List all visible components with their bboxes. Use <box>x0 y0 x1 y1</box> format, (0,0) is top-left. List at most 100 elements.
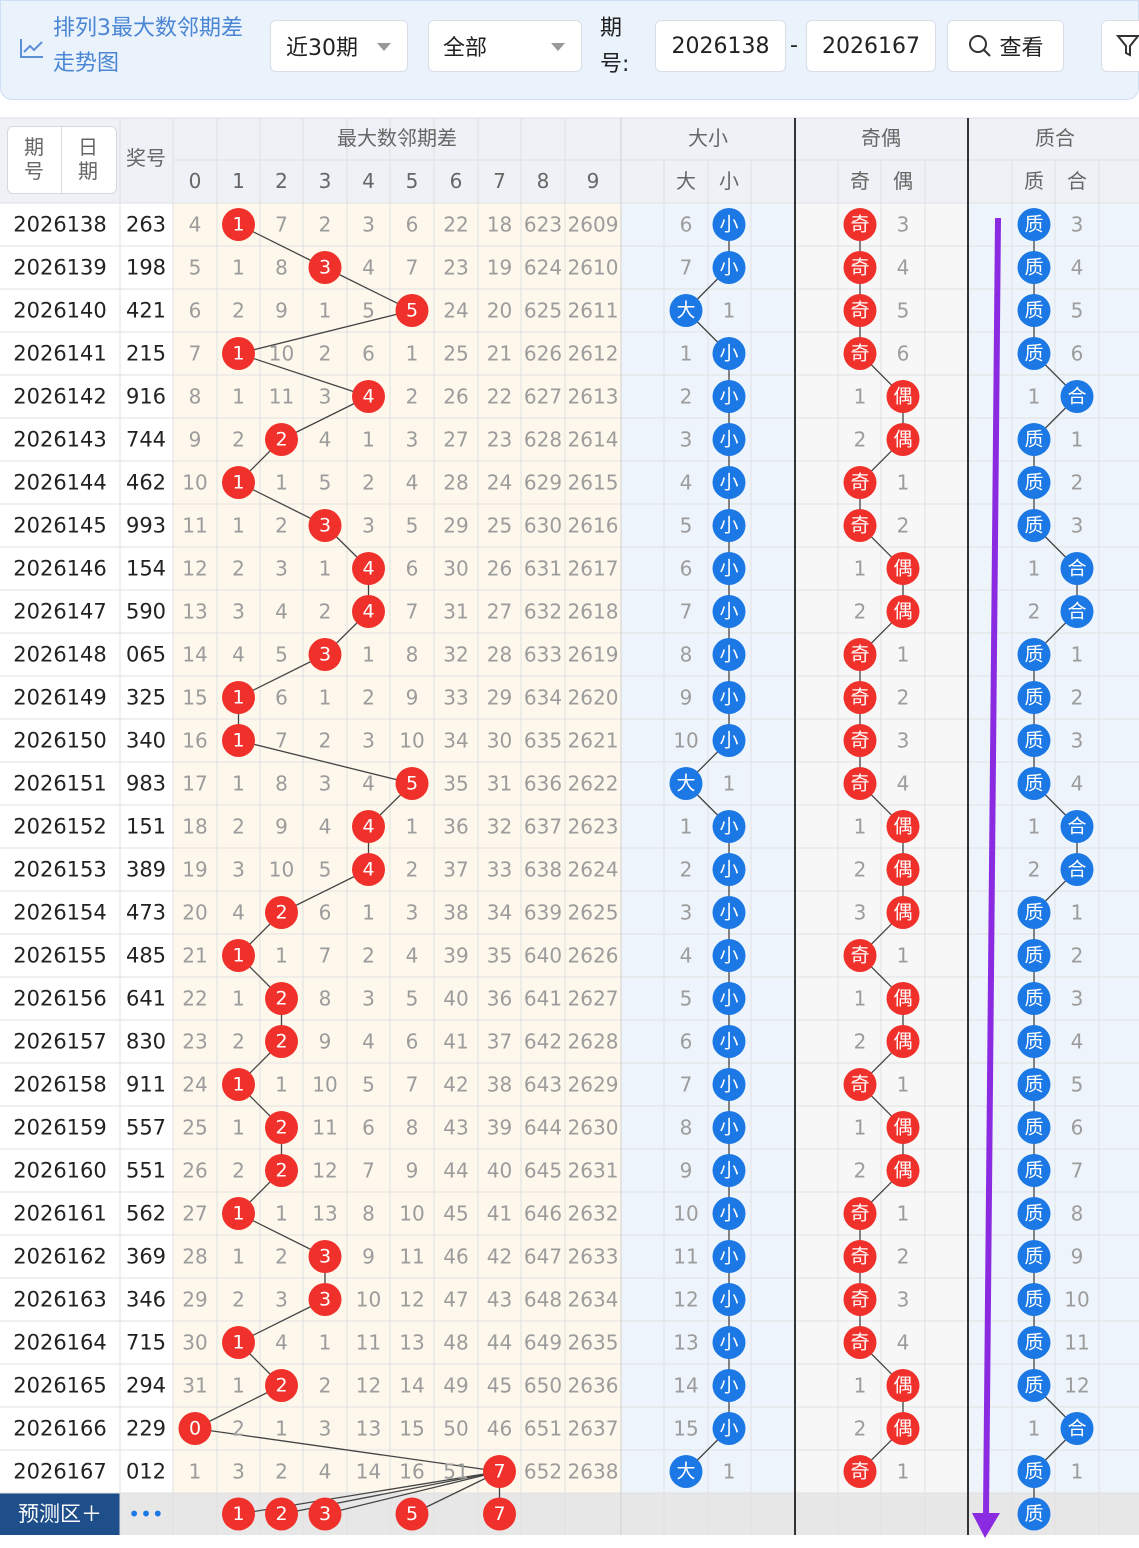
parity-ball-text: 奇 <box>850 644 869 666</box>
diff-miss: 25 <box>487 514 512 538</box>
prize-number: 294 <box>126 1374 166 1398</box>
diff-miss: 7 <box>406 256 419 280</box>
diff-miss: 2 <box>319 729 332 753</box>
diff-miss: 6 <box>406 1030 419 1054</box>
prime-miss: 2 <box>1071 944 1084 968</box>
prize-number: 389 <box>126 858 166 882</box>
diff-miss: 2633 <box>568 1245 619 1269</box>
prime-ball <box>1017 509 1051 542</box>
column-header: 2 <box>275 169 288 193</box>
prime-miss: 3 <box>1071 514 1084 538</box>
parity-ball-text: 奇 <box>850 1332 869 1354</box>
diff-miss: 651 <box>524 1417 562 1441</box>
filter-button[interactable] <box>1101 20 1139 72</box>
parity-ball <box>843 1326 877 1359</box>
size-ball <box>712 1025 746 1058</box>
prime-miss: 1 <box>1071 1460 1084 1484</box>
diff-miss: 1 <box>232 987 245 1011</box>
arrow-shaft <box>983 217 1001 1516</box>
diff-miss: 2632 <box>568 1202 619 1226</box>
size-ball-text: 小 <box>719 902 738 924</box>
forecast-diff-ball-text: 2 <box>275 1503 287 1525</box>
parity-ball <box>886 896 920 929</box>
column-header: 1 <box>232 169 245 193</box>
size-ball <box>712 595 746 628</box>
size-ball <box>712 939 746 972</box>
size-miss: 9 <box>680 686 693 710</box>
prize-number: 340 <box>126 729 166 753</box>
range-dash: - <box>790 33 798 58</box>
diff-ball-text: 2 <box>275 1031 287 1053</box>
forecast-diff-ball-text: 1 <box>232 1503 244 1525</box>
size-miss: 12 <box>673 1288 698 1312</box>
issue: 2026167 <box>13 1460 107 1484</box>
diff-miss: 16 <box>399 1460 424 1484</box>
prime-ball-text: 合 <box>1067 386 1086 408</box>
diff-miss: 4 <box>406 471 419 495</box>
diff-miss: 13 <box>399 1331 424 1355</box>
search-button[interactable]: 查看 <box>947 20 1064 72</box>
issue: 2026149 <box>13 686 107 710</box>
diff-miss: 31 <box>443 600 468 624</box>
prime-ball-text: 质 <box>1024 773 1043 795</box>
diff-miss: 6 <box>362 1116 375 1140</box>
column-header: 5 <box>406 169 419 193</box>
parity-miss: 1 <box>854 1374 867 1398</box>
from-input[interactable]: 2026138 <box>655 20 786 72</box>
prime-ball <box>1060 595 1094 628</box>
diff-miss: 633 <box>524 643 562 667</box>
diff-miss: 5 <box>275 643 288 667</box>
filter-select[interactable]: 全部 <box>428 20 582 72</box>
issue: 2026146 <box>13 557 107 581</box>
diff-miss: 1 <box>319 1331 332 1355</box>
diff-miss: 2 <box>319 342 332 366</box>
diff-miss: 636 <box>524 772 562 796</box>
size-miss: 8 <box>680 1116 693 1140</box>
size-ball <box>669 767 703 800</box>
diff-miss: 4 <box>275 1331 288 1355</box>
tab-date[interactable]: 日期 <box>78 135 98 183</box>
diff-miss: 10 <box>182 471 207 495</box>
forecast-diff-ball-text: 5 <box>406 1503 418 1525</box>
diff-miss: 623 <box>524 213 562 237</box>
size-miss: 7 <box>680 1073 693 1097</box>
diff-miss: 15 <box>399 1417 424 1441</box>
issue: 2026141 <box>13 342 107 366</box>
diff-miss: 46 <box>443 1245 468 1269</box>
size-ball-text: 小 <box>719 1074 738 1096</box>
diff-ball <box>222 724 255 757</box>
size-miss: 9 <box>680 1159 693 1183</box>
prime-ball-text: 合 <box>1067 558 1086 580</box>
diff-miss: 2 <box>319 600 332 624</box>
diff-miss: 627 <box>524 385 562 409</box>
diff-ball-text: 1 <box>232 1074 244 1096</box>
prime-miss: 3 <box>1071 729 1084 753</box>
prime-ball <box>1017 982 1051 1015</box>
diff-miss: 645 <box>524 1159 562 1183</box>
tab-issue[interactable]: 期号 <box>24 135 44 183</box>
diff-ball-text: 3 <box>319 644 331 666</box>
prime-ball-text: 合 <box>1067 859 1086 881</box>
diff-miss: 12 <box>356 1374 381 1398</box>
size-miss: 10 <box>673 729 698 753</box>
diff-miss: 2 <box>406 385 419 409</box>
diff-miss: 32 <box>487 815 512 839</box>
range-select[interactable]: 近30期 <box>270 20 408 72</box>
size-ball <box>712 982 746 1015</box>
to-input[interactable]: 2026167 <box>806 20 936 72</box>
diff-ball <box>222 1326 255 1359</box>
diff-ball <box>265 1369 298 1402</box>
parity-ball <box>886 423 920 456</box>
diff-miss: 652 <box>524 1460 562 1484</box>
parity-miss: 1 <box>897 1460 910 1484</box>
size-miss: 15 <box>673 1417 698 1441</box>
diff-miss: 13 <box>356 1417 381 1441</box>
trend-line <box>238 352 369 398</box>
prime-ball <box>1017 1326 1051 1359</box>
prime-ball <box>1017 1111 1051 1144</box>
column-header: 8 <box>537 169 550 193</box>
size-ball-text: 小 <box>719 816 738 838</box>
diff-miss: 5 <box>189 256 202 280</box>
diff-ball <box>265 1025 298 1058</box>
prize-number: 715 <box>126 1331 166 1355</box>
